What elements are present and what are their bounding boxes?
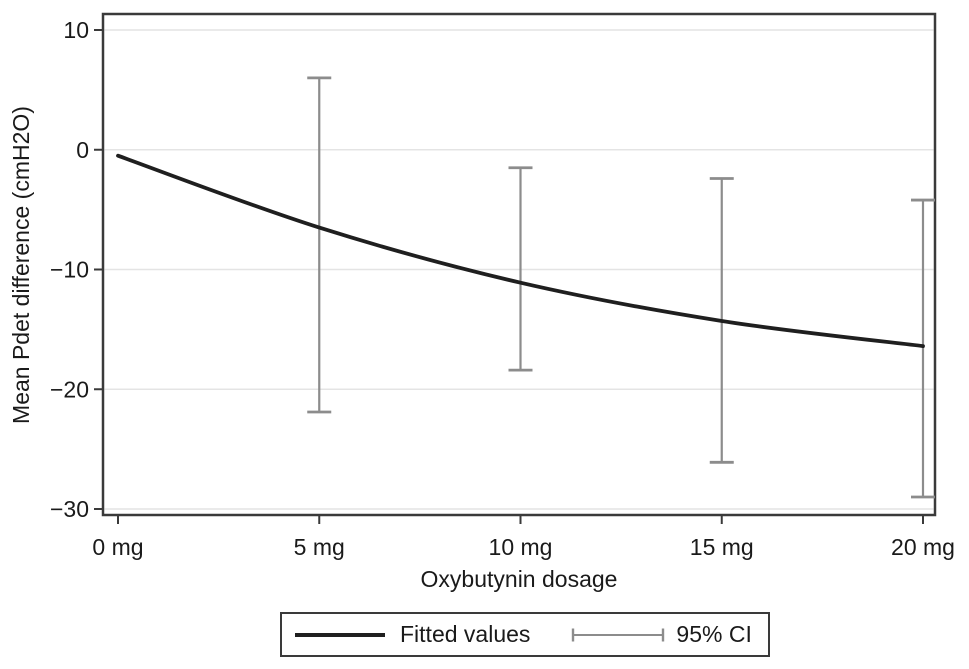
y-tick-label: 10 — [63, 17, 89, 43]
y-tick-label: −30 — [50, 496, 89, 522]
y-tick-label: −20 — [50, 376, 89, 402]
legend-label-95-ci: 95% CI — [676, 621, 752, 647]
fitted-line-sample-icon — [295, 632, 385, 637]
y-axis-title: Mean Pdet difference (cmH2O) — [8, 106, 34, 424]
x-axis-title: Oxybutynin dosage — [420, 566, 618, 592]
legend-label-fitted-values: Fitted values — [400, 621, 531, 647]
plot-canvas: 10 0 −10 −20 −300 mg 5 mg 10 mg 15 mg 20 mg — [50, 12, 955, 560]
fitted-curve — [116, 153, 925, 348]
ci-errorbar-icon — [572, 628, 665, 641]
x-tick-label: 10 mg — [489, 534, 553, 560]
plot-border — [101, 12, 937, 517]
y-tick-label: −10 — [50, 257, 89, 283]
x-tick-label: 20 mg — [891, 534, 955, 560]
x-tick-label: 15 mg — [690, 534, 754, 560]
x-tick-label: 5 mg — [294, 534, 345, 560]
legend: Fitted values 95% CI — [280, 612, 770, 657]
x-tick-label: 0 mg — [92, 534, 143, 560]
y-tick-label: 0 — [76, 137, 89, 163]
